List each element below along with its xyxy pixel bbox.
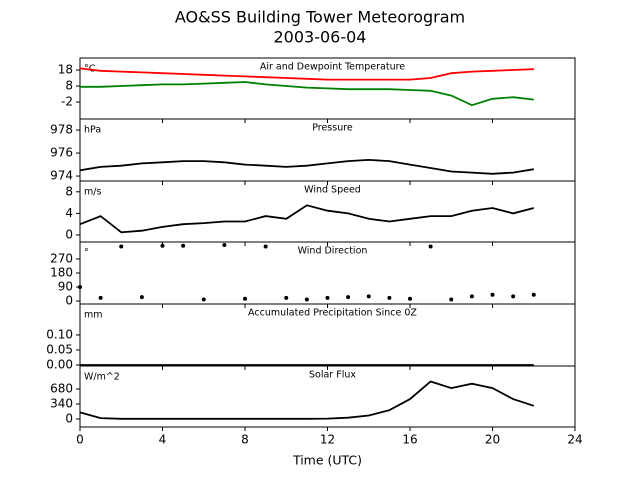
point <box>387 295 392 300</box>
y-tick-label: 8 <box>65 79 73 93</box>
point <box>469 294 474 299</box>
line <box>79 158 534 175</box>
point <box>366 294 371 299</box>
y-tick-label: 8 <box>65 184 73 198</box>
y-tick-label: 4 <box>65 206 73 220</box>
units-label: W/m^2 <box>84 372 120 383</box>
y-tick-label: 18 <box>58 63 73 77</box>
x-axis-label: Time (UTC) <box>292 453 362 468</box>
point <box>325 295 330 300</box>
y-tick-label: 90 <box>58 280 73 294</box>
panel-title: Wind Direction <box>298 246 368 257</box>
point <box>263 244 268 249</box>
point <box>222 242 227 247</box>
units-label: mm <box>84 310 103 321</box>
y-tick-label: 0.10 <box>46 327 73 341</box>
line <box>79 380 535 420</box>
point <box>531 292 536 297</box>
y-tick-label: 0.05 <box>46 342 73 356</box>
x-tick-label: 4 <box>159 433 167 447</box>
panel-title: Pressure <box>312 123 353 134</box>
x-tick-label: 24 <box>567 433 582 447</box>
y-tick-label: 0 <box>65 294 73 308</box>
point <box>284 295 289 300</box>
panel-title: Accumulated Precipitation Since 0Z <box>248 308 417 319</box>
y-tick-label: 978 <box>50 123 73 137</box>
chart-subtitle: 2003-06-04 <box>274 28 367 47</box>
point <box>201 297 206 302</box>
panel-title: Solar Flux <box>309 370 356 381</box>
x-tick-label: 0 <box>76 433 84 447</box>
point <box>408 296 412 301</box>
chart-title: AO&SS Building Tower Meteorogram <box>175 8 465 27</box>
point <box>346 295 351 300</box>
y-tick-label: 180 <box>50 266 73 280</box>
panel-title: Wind Speed <box>304 185 361 196</box>
y-tick-label: 976 <box>50 146 73 160</box>
y-tick-label: 270 <box>50 251 73 265</box>
point <box>428 244 433 249</box>
line <box>79 204 535 234</box>
units-label: hPa <box>84 125 101 136</box>
y-tick-label: 974 <box>50 169 73 183</box>
y-tick-label: 0 <box>65 412 73 426</box>
x-tick-label: 16 <box>402 433 417 447</box>
units-label: m/s <box>84 187 101 198</box>
point <box>98 295 103 300</box>
x-tick-label: 20 <box>485 433 500 447</box>
point <box>181 243 186 248</box>
point <box>449 297 454 302</box>
panel-title: Air and Dewpoint Temperature <box>260 62 405 73</box>
point <box>119 244 124 249</box>
y-tick-label: 340 <box>50 397 73 411</box>
y-tick-label: 0.00 <box>46 358 73 372</box>
line <box>79 67 534 81</box>
x-tick-label: 8 <box>241 433 249 447</box>
y-tick-label: 680 <box>50 381 73 395</box>
point <box>160 243 165 248</box>
y-tick-label: -2 <box>61 95 73 109</box>
point <box>304 297 309 302</box>
line <box>80 81 534 107</box>
x-tick-label: 12 <box>320 433 335 447</box>
point <box>490 292 495 297</box>
point <box>511 294 516 299</box>
point <box>243 296 247 301</box>
units-label: ° <box>84 248 89 259</box>
y-tick-label: 0 <box>65 227 73 241</box>
point <box>78 285 82 290</box>
point <box>139 295 144 300</box>
